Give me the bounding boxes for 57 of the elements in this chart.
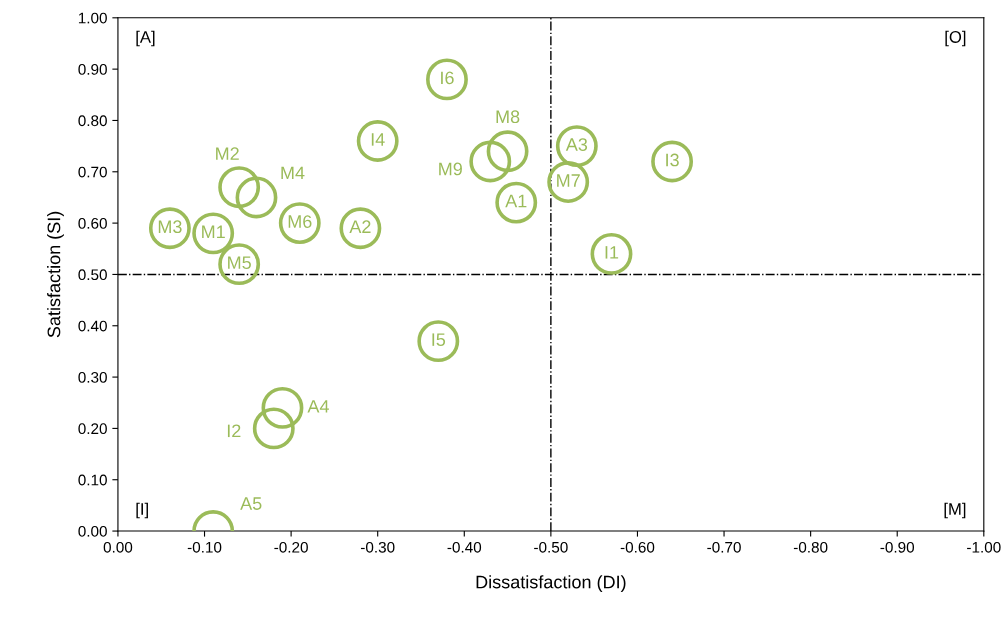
series-label: A1 xyxy=(505,194,527,208)
y-tick-label: 0.00 xyxy=(78,525,107,537)
point xyxy=(261,386,304,429)
point xyxy=(469,140,512,183)
x-tick-label: -0.60 xyxy=(620,541,655,553)
x-tick-label: -0.30 xyxy=(360,541,395,553)
point xyxy=(252,407,295,450)
series-label: A2 xyxy=(349,220,371,233)
annotation: [O] xyxy=(945,30,966,47)
series-label: M4 xyxy=(281,166,305,180)
x-tick-label: -0.90 xyxy=(880,541,915,553)
point xyxy=(218,166,261,209)
x-tick-label: -0.70 xyxy=(707,541,741,553)
series-label: I4 xyxy=(371,133,385,146)
y-tick-label: 0.20 xyxy=(78,423,107,435)
series-label: A4 xyxy=(307,400,329,413)
y-tick-label: 0.30 xyxy=(78,371,107,383)
y-tick-label: 0.70 xyxy=(78,166,107,178)
series-label: I1 xyxy=(605,246,619,259)
y-tick-label: 0.60 xyxy=(78,217,107,229)
y-tick-label: 0.90 xyxy=(78,64,107,75)
annotation: [I] xyxy=(136,502,148,519)
annotation: [A] xyxy=(136,30,155,47)
series-label: M1 xyxy=(202,225,225,239)
annotation: [M] xyxy=(944,502,966,519)
series-label: I5 xyxy=(432,333,446,346)
x-tick-label: 0.00 xyxy=(103,541,133,553)
series-label: I2 xyxy=(227,424,241,438)
x-tick-label: -0.10 xyxy=(187,541,222,553)
series-label: I6 xyxy=(441,71,454,85)
point xyxy=(235,176,278,219)
series-label: M5 xyxy=(228,256,251,270)
point xyxy=(417,320,460,363)
series-label: M9 xyxy=(439,162,462,176)
series-label: A3 xyxy=(565,138,588,151)
series-label: A5 xyxy=(240,497,262,510)
series-label: M2 xyxy=(216,147,239,160)
x-tick-label: -0.20 xyxy=(274,541,308,553)
series-label: M7 xyxy=(557,174,580,187)
y-tick-label: 0.40 xyxy=(78,320,107,332)
y-tick-label: 0.50 xyxy=(78,269,107,281)
x-tick-label: -0.50 xyxy=(534,541,568,553)
y-tick-label: 1.00 xyxy=(78,12,107,24)
point xyxy=(651,140,694,183)
series-label: M8 xyxy=(496,110,520,124)
x-tick-label: -0.40 xyxy=(447,541,482,553)
point xyxy=(486,130,529,173)
x-axis-title: Dissatisfaction (DI) xyxy=(476,575,626,592)
series-label: M6 xyxy=(288,215,312,228)
x-tick-label: -0.80 xyxy=(793,541,828,553)
y-tick-label: 0.10 xyxy=(78,474,107,486)
point xyxy=(590,232,633,275)
y-tick-label: 0.80 xyxy=(78,115,107,127)
series-label: I3 xyxy=(666,153,679,167)
series-label: M3 xyxy=(158,220,182,234)
x-tick-label: -1.00 xyxy=(967,541,1001,553)
y-axis-title: Satisfaction (SI) xyxy=(47,211,64,338)
